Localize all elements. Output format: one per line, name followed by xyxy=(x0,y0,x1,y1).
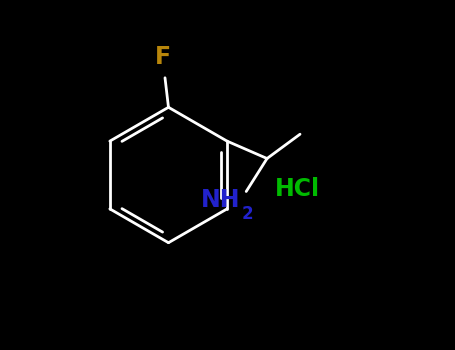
Text: NH: NH xyxy=(201,188,240,212)
Text: HCl: HCl xyxy=(274,177,319,201)
Text: 2: 2 xyxy=(242,205,253,223)
Text: F: F xyxy=(155,45,172,69)
